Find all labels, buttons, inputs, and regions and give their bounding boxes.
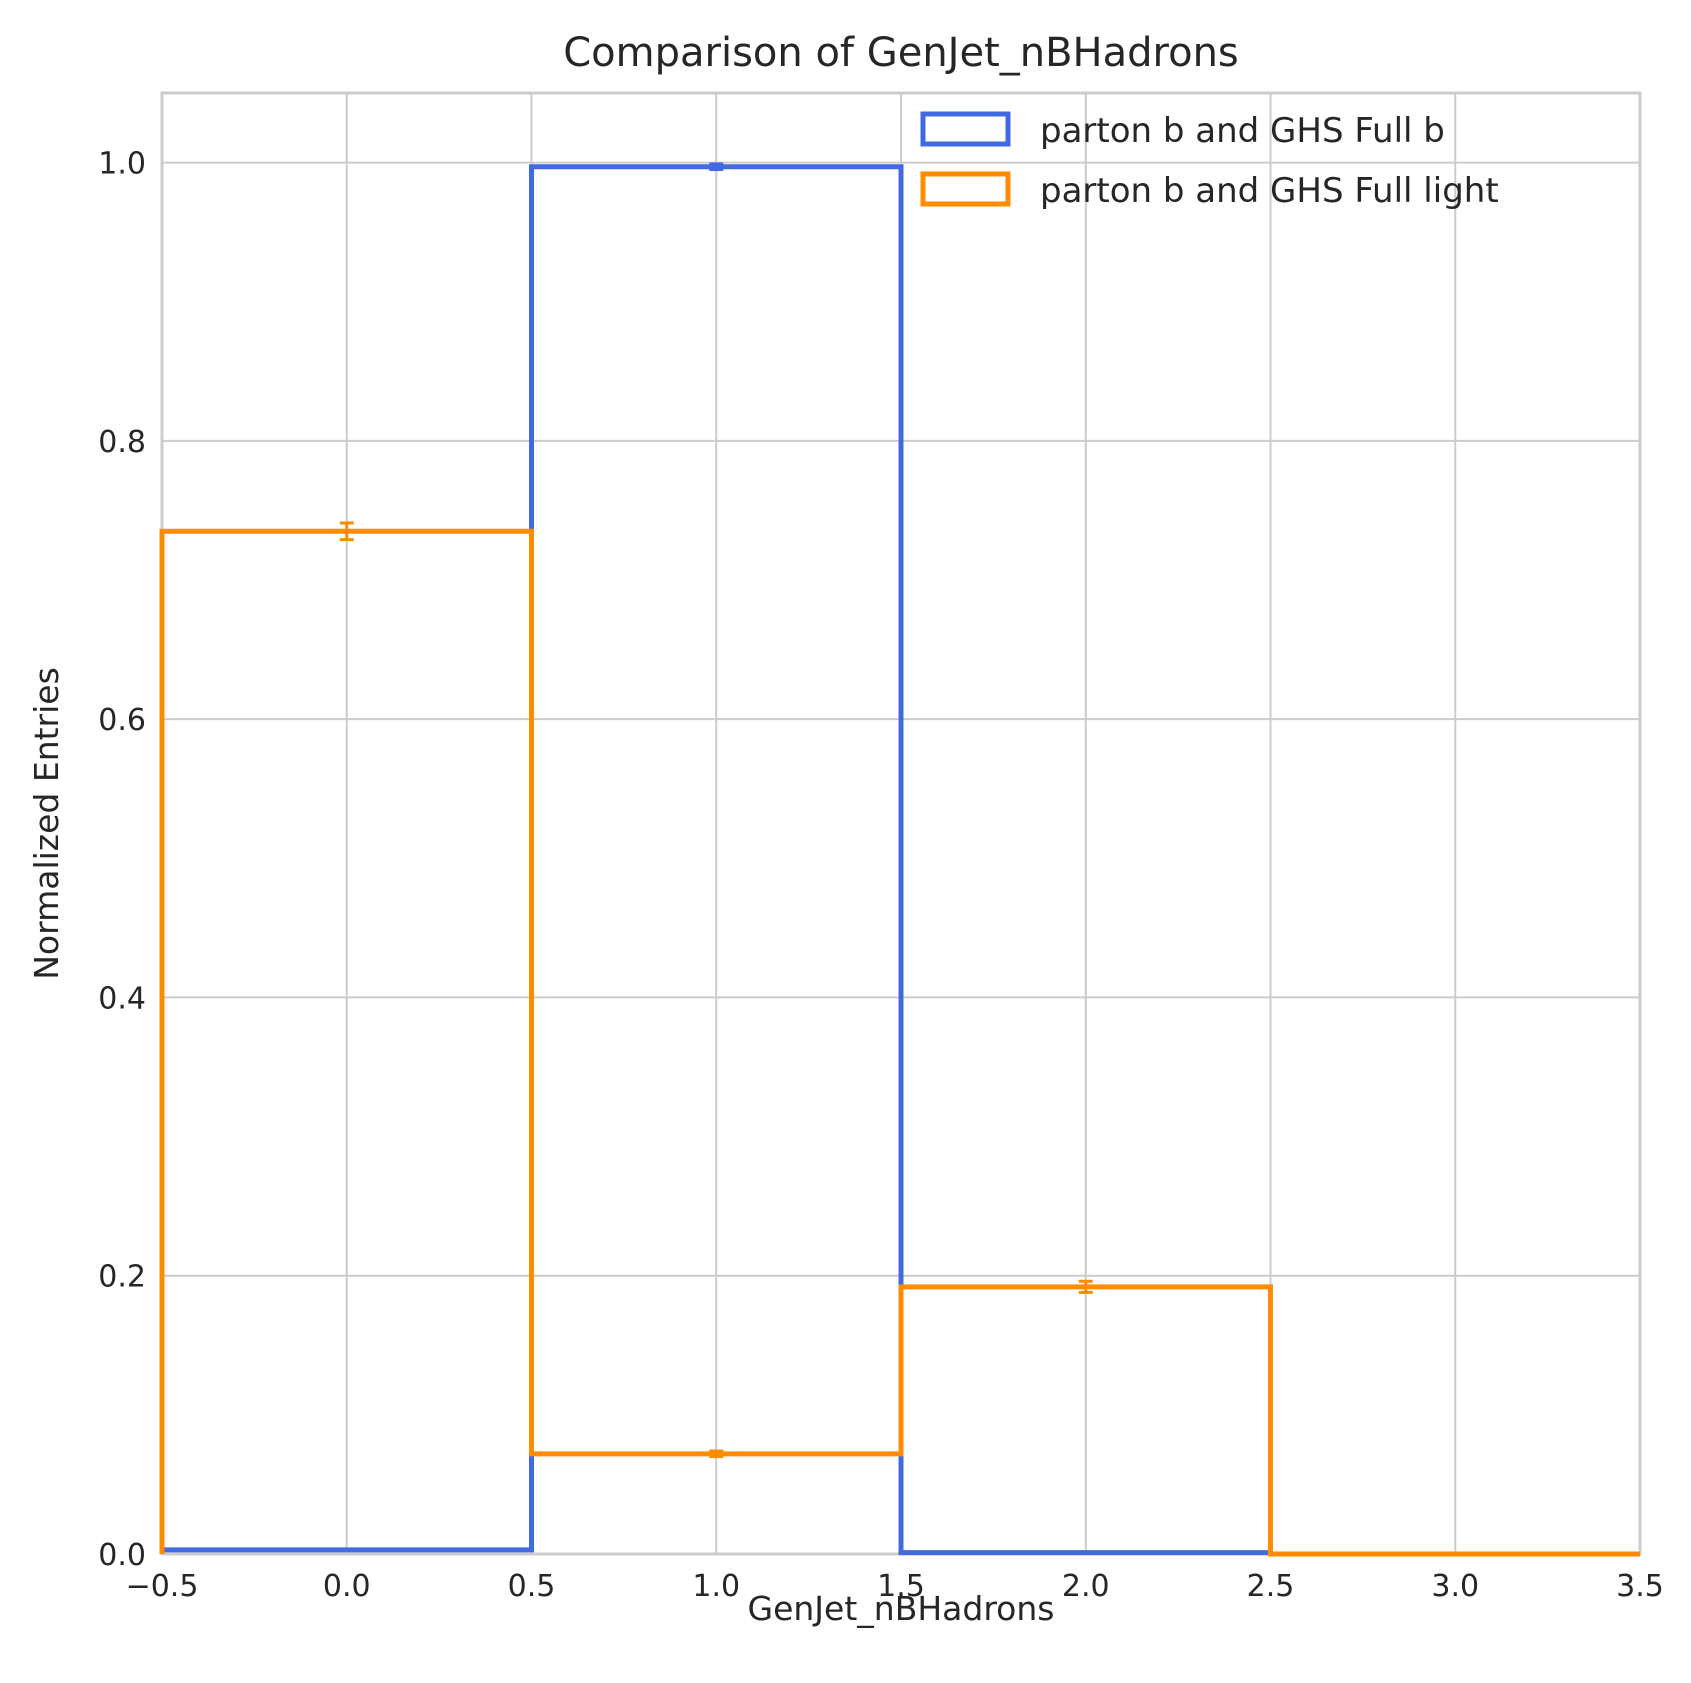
x-tick-label: 2.0 (1062, 1569, 1110, 1604)
error-bar (709, 1449, 724, 1459)
error-bar (709, 162, 724, 172)
x-tick-label: 2.5 (1247, 1569, 1295, 1604)
tick-labels: −0.5 0.0 0.5 1.0 1.5 2.0 2.5 3.0 3.50.00.20.40.6… (98, 147, 1664, 1604)
y-tick-label: 0.2 (98, 1260, 146, 1295)
legend-swatch (920, 111, 1011, 147)
series-step-line (159, 528, 1640, 1557)
y-tick-label: 0.8 (98, 425, 146, 460)
series-layer (159, 162, 1640, 1557)
x-tick-label: 1.5 (877, 1569, 925, 1604)
x-tick-label: 0.0 (323, 1569, 371, 1604)
legend: parton b and GHS Full b parton b and GHS … (920, 111, 1499, 211)
y-tick-label: 1.0 (98, 147, 146, 182)
legend-swatch (920, 171, 1011, 207)
x-tick-label: 3.5 (1616, 1569, 1664, 1604)
x-tick-label: −0.5 (126, 1569, 199, 1604)
chart-title: Comparison of GenJet_nBHadrons (563, 30, 1239, 76)
x-tick-label: 1.0 (692, 1569, 740, 1604)
y-tick-label: 0.0 (98, 1538, 146, 1573)
legend-label: parton b and GHS Full light (1040, 171, 1499, 211)
legend-item: parton b and GHS Full b (920, 111, 1445, 151)
legend-label: parton b and GHS Full b (1040, 111, 1445, 151)
y-tick-label: 0.4 (98, 981, 146, 1016)
y-tick-label: 0.6 (98, 703, 146, 738)
y-axis-label: Normalized Entries (27, 667, 66, 980)
series-2 (159, 521, 1640, 1557)
x-tick-label: 0.5 (508, 1569, 556, 1604)
legend-item: parton b and GHS Full light (920, 171, 1499, 211)
error-bar (339, 521, 354, 542)
x-axis-label: GenJet_nBHadrons (748, 1589, 1055, 1628)
x-tick-label: 3.0 (1431, 1569, 1479, 1604)
error-bar (1078, 1279, 1093, 1294)
